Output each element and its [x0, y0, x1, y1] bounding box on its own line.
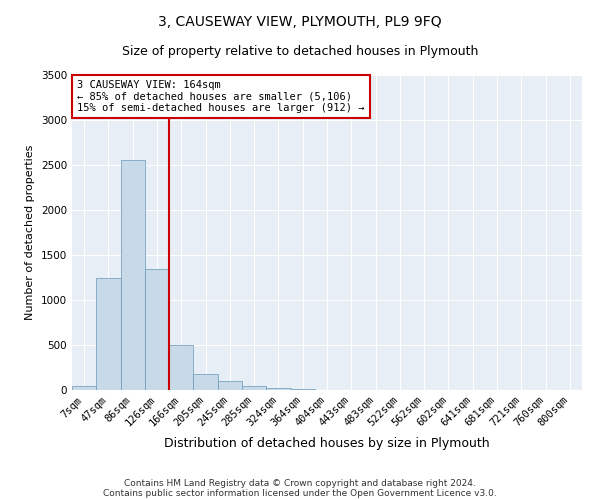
Bar [193, 374, 218, 390]
Bar [218, 381, 242, 390]
Text: Contains HM Land Registry data © Crown copyright and database right 2024.: Contains HM Land Registry data © Crown c… [124, 478, 476, 488]
Bar [242, 386, 266, 390]
Bar [96, 278, 121, 390]
Text: Contains public sector information licensed under the Open Government Licence v3: Contains public sector information licen… [103, 488, 497, 498]
Y-axis label: Number of detached properties: Number of detached properties [25, 145, 35, 320]
Bar [169, 345, 193, 390]
Text: Size of property relative to detached houses in Plymouth: Size of property relative to detached ho… [122, 45, 478, 58]
Bar [72, 386, 96, 390]
Bar [266, 388, 290, 390]
Bar [145, 268, 169, 390]
X-axis label: Distribution of detached houses by size in Plymouth: Distribution of detached houses by size … [164, 437, 490, 450]
Bar [121, 160, 145, 390]
Text: 3 CAUSEWAY VIEW: 164sqm
← 85% of detached houses are smaller (5,106)
15% of semi: 3 CAUSEWAY VIEW: 164sqm ← 85% of detache… [77, 80, 365, 113]
Text: 3, CAUSEWAY VIEW, PLYMOUTH, PL9 9FQ: 3, CAUSEWAY VIEW, PLYMOUTH, PL9 9FQ [158, 15, 442, 29]
Bar [290, 389, 315, 390]
